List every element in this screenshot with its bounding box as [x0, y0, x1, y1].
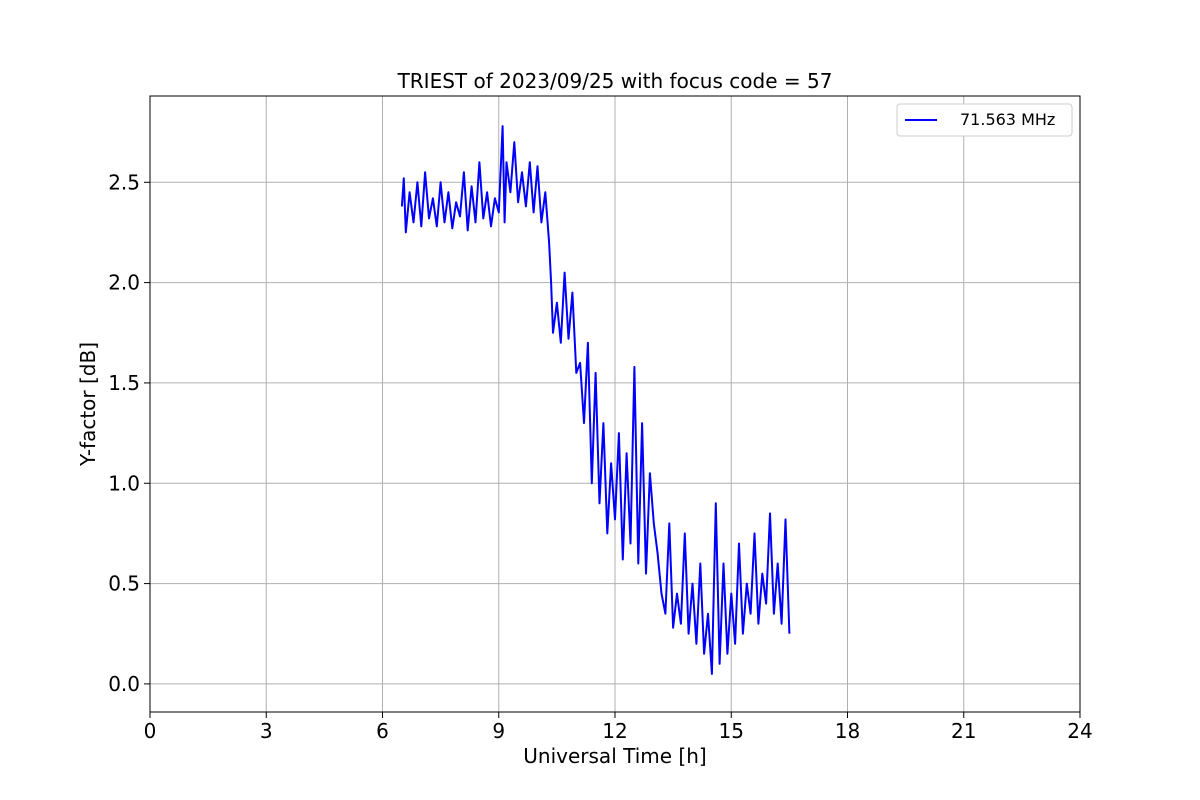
x-tick-label: 3 [260, 719, 273, 743]
y-tick-label: 0.5 [108, 572, 140, 596]
y-tick-label: 1.0 [108, 471, 140, 495]
grid-lines [149, 96, 1081, 712]
series-layer [400, 125, 791, 675]
x-tick-label: 15 [719, 719, 744, 743]
x-tick-label: 0 [144, 719, 157, 743]
series-line-71-563-mhz [400, 125, 791, 675]
x-tick-label: 18 [835, 719, 860, 743]
legend-box [896, 103, 1073, 137]
y-tick-label: 0.0 [108, 672, 140, 696]
legend: 71.563 MHz [896, 103, 1073, 137]
axis-ticks: 0 3 6 9 12 15 18 21 24 0.0 0.5 1.0 1.5 2.0 2.5 [108, 170, 1093, 743]
x-axis-label: Universal Time [h] [523, 744, 706, 768]
chart-title: TRIEST of 2023/09/25 with focus code = 5… [397, 69, 833, 93]
y-tick-label: 1.5 [108, 371, 140, 395]
y-axis-label: Y-factor [dB] [76, 342, 100, 467]
y-tick-label: 2.5 [108, 170, 140, 194]
x-tick-label: 24 [1067, 719, 1092, 743]
legend-entry-label: 71.563 MHz [960, 110, 1055, 129]
x-tick-label: 12 [602, 719, 627, 743]
x-tick-label: 9 [492, 719, 505, 743]
x-tick-label: 21 [951, 719, 976, 743]
y-tick-label: 2.0 [108, 271, 140, 295]
x-tick-label: 6 [376, 719, 389, 743]
